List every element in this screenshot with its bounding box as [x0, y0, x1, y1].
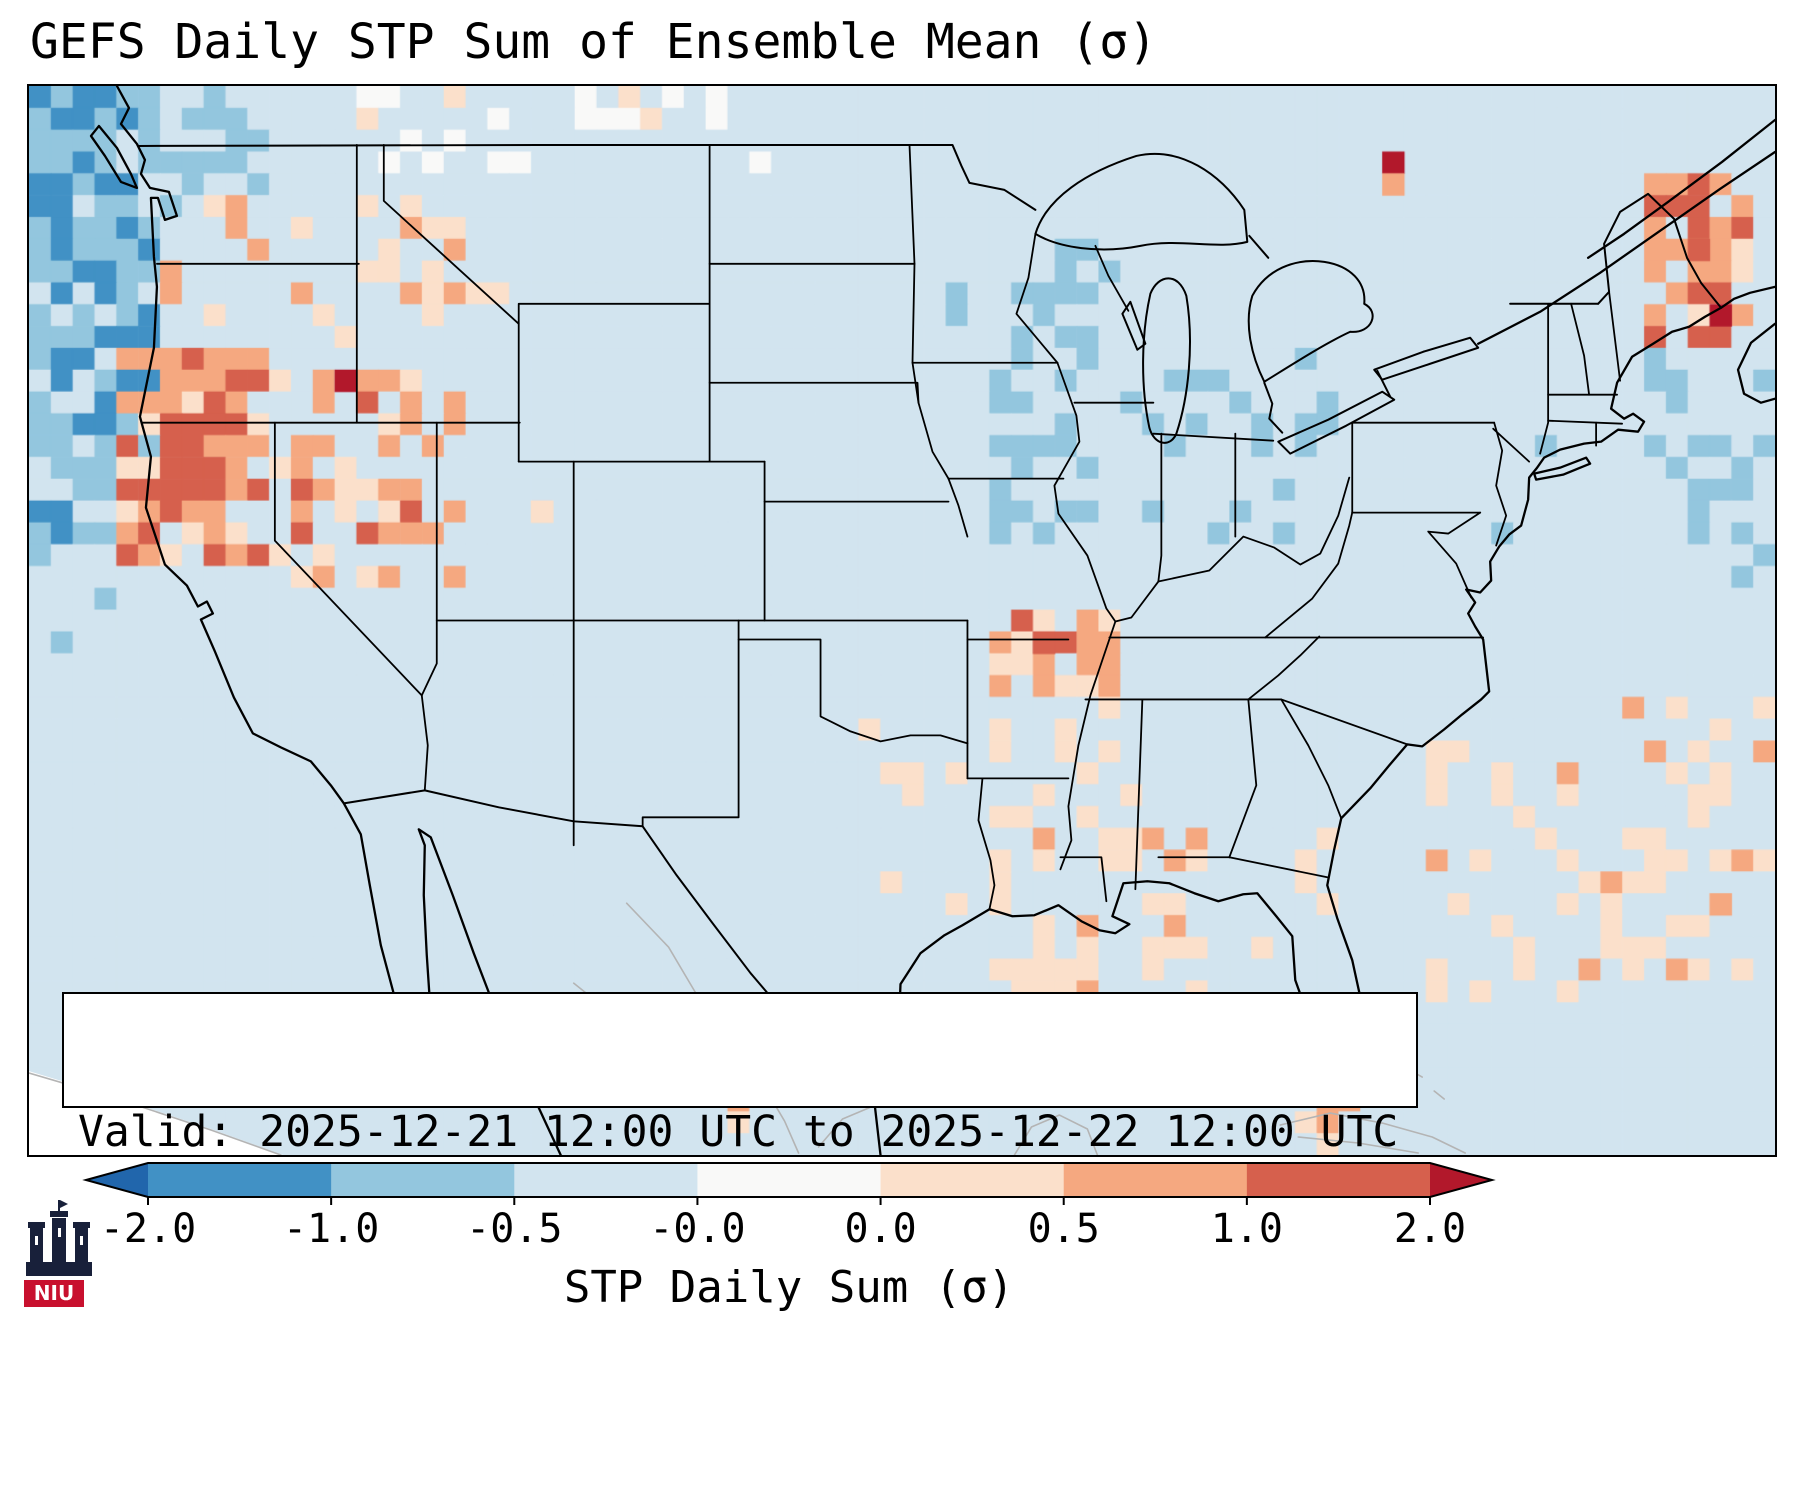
colorbar-tick-label: 2.0 [1393, 1206, 1467, 1252]
lake-erie [1277, 390, 1396, 455]
lake-huron [1247, 260, 1374, 383]
colorbar-tick-label: -2.0 [99, 1206, 197, 1252]
nova-scotia [1736, 322, 1775, 404]
colorbar-tick-label: -1.0 [282, 1206, 380, 1252]
niu-castle-icon: NIU [24, 1200, 92, 1307]
lake-superior [1034, 152, 1249, 251]
st-lawrence-south [1477, 150, 1775, 345]
cuba-outline-south [1297, 1136, 1420, 1154]
colorbar-segment [331, 1163, 515, 1197]
colorbar-tick-label: 0.5 [1027, 1206, 1100, 1252]
colorbar-tick-labels: -2.0 -1.0 -0.5 -0.0 0.0 0.5 1.0 2.0 [0, 1206, 1803, 1260]
niu-banner [24, 1280, 84, 1307]
lake-michigan [1142, 277, 1191, 444]
valid-run-info-box: Valid: 2025-12-21 12:00 UTC to 2025-12-2… [62, 992, 1418, 1155]
green-bay [1121, 300, 1147, 351]
niu-logo-text: NIU [34, 1281, 74, 1305]
vancouver-island [89, 124, 139, 190]
st-lawrence-north [1586, 118, 1775, 259]
state-boundaries [141, 144, 1623, 911]
coastlines [89, 86, 1775, 1155]
colorbar-segment [1246, 1163, 1431, 1197]
map-panel: Valid: 2025-12-21 12:00 UTC to 2025-12-2… [27, 84, 1777, 1157]
colorbar-segment [514, 1163, 699, 1197]
colorbar-tick-label: -0.0 [649, 1206, 746, 1252]
pacific-coast-baja [115, 86, 562, 1155]
figure-title: GEFS Daily STP Sum of Ensemble Mean (σ) [30, 14, 1158, 70]
yucatan-outline [1013, 1114, 1099, 1155]
colorbar-tick-label: 0.0 [844, 1206, 917, 1252]
colorbar-segment [148, 1163, 332, 1197]
colorbar-segment [697, 1163, 882, 1197]
basemap-boundaries [29, 86, 1775, 1155]
cuba-outline [1279, 1112, 1466, 1154]
valid-time-text: Valid: 2025-12-21 12:00 UTC to 2025-12-2… [78, 1107, 1399, 1157]
gulf-atlantic-coast [873, 285, 1775, 1155]
colorbar-tick-label: -0.5 [466, 1206, 563, 1252]
long-island [1532, 456, 1592, 481]
colorbar-over-arrow [1430, 1163, 1492, 1197]
great-lakes-outlines [1034, 152, 1480, 455]
us-canada-border [136, 143, 1037, 211]
colorbar-segment [1063, 1163, 1248, 1197]
niu-logo: NIU [18, 1198, 100, 1312]
colorbar-tick-label: 1.0 [1210, 1206, 1283, 1252]
colorbar-axis-label: STP Daily Sum (σ) [563, 1262, 1015, 1313]
lake-ontario [1373, 336, 1480, 381]
colorbar-under-arrow [86, 1163, 148, 1197]
colorbar-segment [880, 1163, 1065, 1197]
maine-border [1597, 192, 1723, 309]
colorbar [82, 1162, 1496, 1205]
